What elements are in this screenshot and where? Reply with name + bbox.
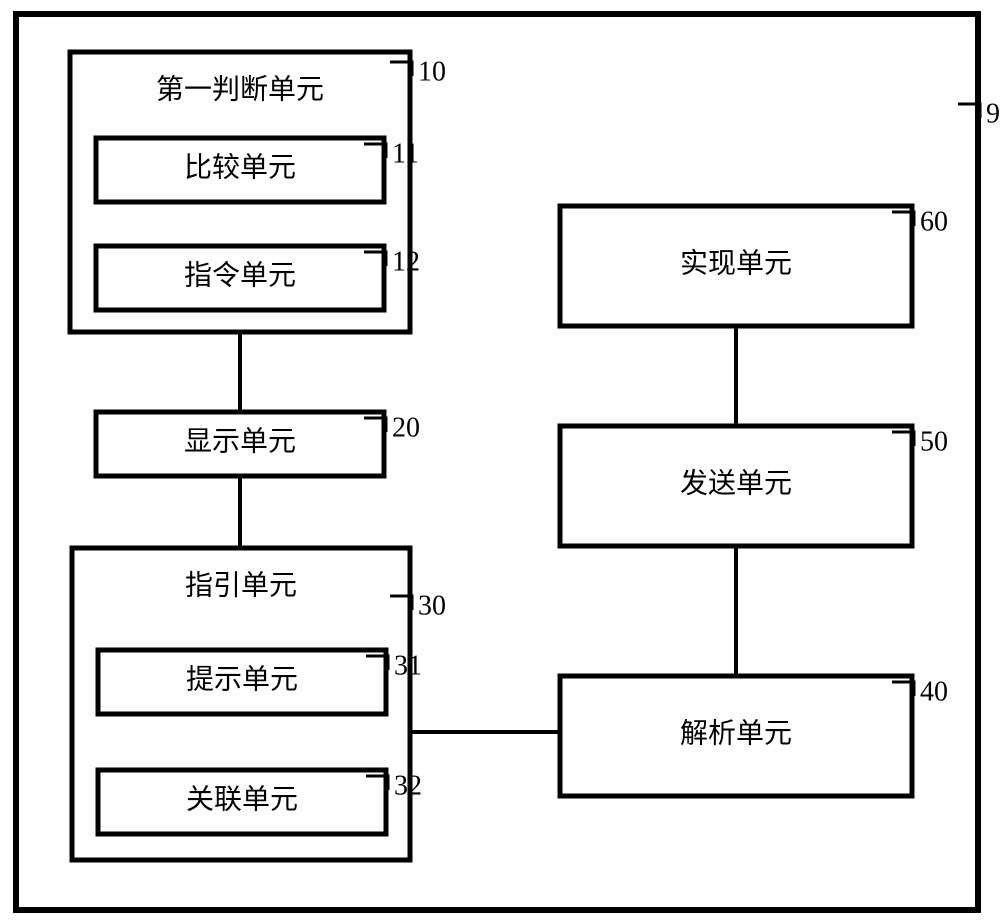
label-b20: 显示单元 [184,425,296,457]
ref-b11: 11 [392,138,419,169]
label-b30: 指引单元 [185,569,297,601]
label-b11: 比较单元 [184,151,296,183]
label-b10: 第一判断单元 [156,73,324,105]
ref-b32: 32 [394,770,422,801]
label-b40: 解析单元 [680,717,792,749]
ref-b40: 40 [920,676,948,707]
ref-99: 99 [986,98,1000,129]
label-b32: 关联单元 [186,783,298,815]
ref-b31: 31 [394,650,422,681]
ref-b30: 30 [418,590,446,621]
block-diagram: 99 第一判断单元 10 比较单元 11 指令单元 12 指引单元 30 提示单元 31 关联单元 32… [0,0,1000,924]
ref-b10: 10 [418,56,446,87]
ref-b20: 20 [392,412,420,443]
label-b31: 提示单元 [186,663,298,695]
ref-b50: 50 [920,426,948,457]
label-b50: 发送单元 [680,467,792,499]
label-b12: 指令单元 [184,259,296,291]
ref-b12: 12 [392,246,420,277]
ref-b60: 60 [920,206,948,237]
label-b60: 实现单元 [680,247,792,279]
